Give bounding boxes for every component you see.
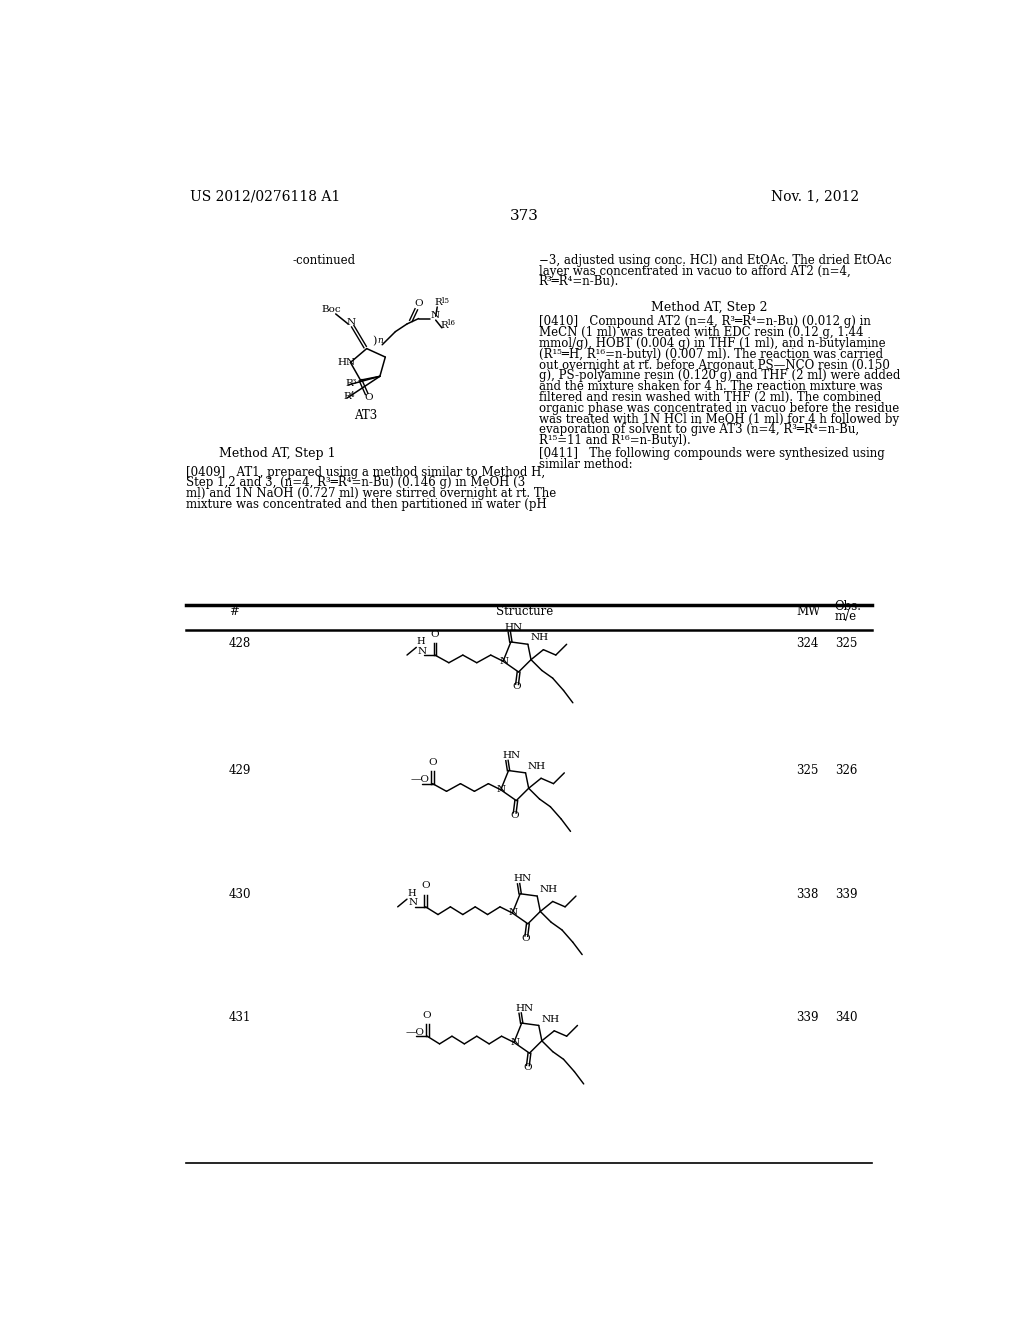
Text: 340: 340 (835, 1011, 857, 1024)
Text: H: H (417, 638, 425, 647)
Text: Boc: Boc (321, 305, 341, 314)
Text: HN: HN (514, 874, 532, 883)
Text: Obs.: Obs. (835, 601, 862, 614)
Text: 16: 16 (446, 319, 456, 327)
Text: Method AT, Step 1: Method AT, Step 1 (219, 447, 336, 461)
Text: 325: 325 (796, 764, 818, 777)
Text: O: O (523, 1063, 531, 1072)
Text: O: O (521, 933, 530, 942)
Text: NH: NH (530, 634, 548, 643)
Text: −3, adjusted using conc. HCl) and EtOAc. The dried EtOAc: −3, adjusted using conc. HCl) and EtOAc.… (539, 253, 891, 267)
Text: N: N (418, 647, 427, 656)
Text: R³═R⁴=n-Bu).: R³═R⁴=n-Bu). (539, 276, 620, 289)
Text: HN: HN (337, 358, 355, 367)
Text: O: O (365, 393, 373, 403)
Text: [0411]   The following compounds were synthesized using: [0411] The following compounds were synt… (539, 447, 885, 461)
Text: O: O (421, 882, 430, 891)
Text: R: R (345, 379, 352, 388)
Text: HN: HN (503, 751, 520, 760)
Text: HN: HN (515, 1003, 534, 1012)
Text: 373: 373 (510, 209, 540, 223)
Text: mixture was concentrated and then partitioned in water (pH: mixture was concentrated and then partit… (186, 498, 547, 511)
Text: —O: —O (411, 775, 430, 784)
Text: 4: 4 (349, 391, 354, 399)
Text: 339: 339 (835, 887, 857, 900)
Text: Nov. 1, 2012: Nov. 1, 2012 (771, 190, 859, 203)
Text: 326: 326 (835, 764, 857, 777)
Text: US 2012/0276118 A1: US 2012/0276118 A1 (190, 190, 340, 203)
Text: [0409]   AT1, prepared using a method similar to Method H,: [0409] AT1, prepared using a method simi… (186, 466, 545, 479)
Text: N: N (509, 908, 518, 917)
Text: N: N (409, 899, 418, 907)
Text: g), PS-polyamine resin (0.120 g) and THF (2 ml) were added: g), PS-polyamine resin (0.120 g) and THF… (539, 370, 900, 383)
Text: 325: 325 (835, 638, 857, 651)
Text: R: R (343, 392, 351, 401)
Text: organic phase was concentrated in vacuo before the residue: organic phase was concentrated in vacuo … (539, 401, 899, 414)
Text: R¹⁵=11 and R¹⁶=n-Butyl).: R¹⁵=11 and R¹⁶=n-Butyl). (539, 434, 690, 447)
Text: N: N (510, 1038, 519, 1047)
Text: ): ) (372, 335, 377, 346)
Text: 339: 339 (796, 1011, 818, 1024)
Text: #: # (228, 605, 239, 618)
Text: R: R (440, 321, 449, 330)
Text: 430: 430 (228, 887, 251, 900)
Text: filtered and resin washed with THF (2 ml). The combined: filtered and resin washed with THF (2 ml… (539, 391, 881, 404)
Text: Method AT, Step 2: Method AT, Step 2 (651, 301, 768, 314)
Text: n: n (378, 337, 383, 346)
Text: O: O (423, 1011, 431, 1020)
Text: NH: NH (540, 886, 558, 894)
Text: 3: 3 (351, 378, 355, 385)
Text: evaporation of solvent to give AT3 (n=4, R³═R⁴=n-Bu,: evaporation of solvent to give AT3 (n=4,… (539, 424, 859, 437)
Text: 324: 324 (796, 638, 818, 651)
Text: HN: HN (505, 623, 523, 632)
Text: similar method:: similar method: (539, 458, 633, 471)
Text: O: O (510, 810, 519, 820)
Text: O: O (428, 758, 436, 767)
Text: ml) and 1N NaOH (0.727 ml) were stirred overnight at rt. The: ml) and 1N NaOH (0.727 ml) were stirred … (186, 487, 556, 500)
Text: 431: 431 (228, 1011, 251, 1024)
Text: layer was concentrated in vacuo to afford AT2 (n=4,: layer was concentrated in vacuo to affor… (539, 265, 851, 277)
Text: out overnight at rt. before Argonaut PS—NCO resin (0.150: out overnight at rt. before Argonaut PS—… (539, 359, 890, 372)
Text: m/e: m/e (835, 610, 857, 623)
Text: O: O (415, 300, 423, 309)
Text: 428: 428 (228, 638, 251, 651)
Text: O: O (512, 682, 521, 690)
Text: NH: NH (528, 762, 546, 771)
Text: 429: 429 (228, 764, 251, 777)
Text: MW: MW (796, 605, 820, 618)
Text: 338: 338 (796, 887, 818, 900)
Text: -continued: -continued (292, 253, 355, 267)
Text: —O: —O (406, 1028, 425, 1036)
Text: AT3: AT3 (354, 409, 378, 421)
Text: MeCN (1 ml) was treated with EDC resin (0.12 g, 1.44: MeCN (1 ml) was treated with EDC resin (… (539, 326, 863, 339)
Text: 15: 15 (440, 297, 450, 305)
Text: NH: NH (541, 1015, 559, 1023)
Text: and the mixture shaken for 4 h. The reaction mixture was: and the mixture shaken for 4 h. The reac… (539, 380, 883, 393)
Text: N: N (430, 310, 439, 319)
Text: N: N (500, 656, 508, 665)
Text: Structure: Structure (497, 605, 553, 618)
Text: N: N (497, 785, 506, 795)
Text: [0410]   Compound AT2 (n=4, R³═R⁴=n-Bu) (0.012 g) in: [0410] Compound AT2 (n=4, R³═R⁴=n-Bu) (0… (539, 315, 870, 329)
Text: N: N (346, 318, 355, 327)
Text: mmol/g), HOBT (0.004 g) in THF (1 ml), and n-butylamine: mmol/g), HOBT (0.004 g) in THF (1 ml), a… (539, 337, 886, 350)
Text: H: H (407, 890, 416, 898)
Text: Step 1,2 and 3, (n=4, R³═R⁴=n-Bu) (0.146 g) in MeOH (3: Step 1,2 and 3, (n=4, R³═R⁴=n-Bu) (0.146… (186, 477, 525, 490)
Text: R: R (434, 298, 442, 308)
Text: O: O (430, 630, 439, 639)
Text: (R¹⁵═H, R¹⁶=n-butyl) (0.007 ml). The reaction was carried: (R¹⁵═H, R¹⁶=n-butyl) (0.007 ml). The rea… (539, 348, 883, 360)
Text: was treated with 1N HCl in MeOH (1 ml) for 4 h followed by: was treated with 1N HCl in MeOH (1 ml) f… (539, 413, 899, 425)
